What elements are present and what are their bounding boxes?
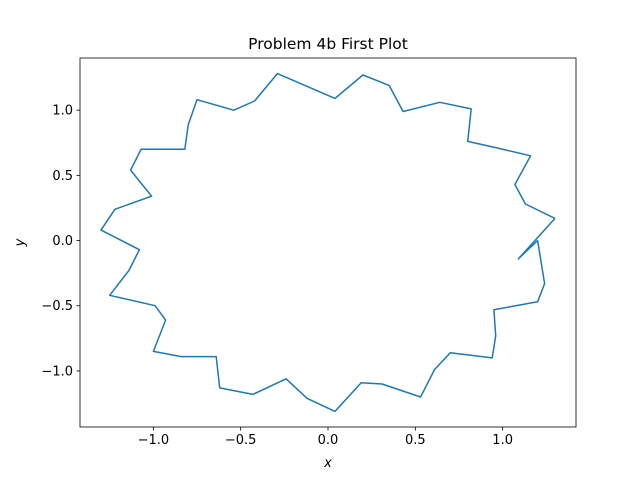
y-axis-ticks: −1.0 −0.5 0.0 0.5 1.0 (41, 104, 80, 379)
y-tick-label: −1.0 (41, 364, 73, 379)
y-tick-label: −0.5 (41, 299, 73, 314)
series-line-0 (100, 72, 556, 413)
x-axis-label: x (323, 456, 332, 471)
x-tick-label: −1.0 (138, 433, 170, 448)
x-tick-label: 1.0 (492, 433, 513, 448)
x-axis-ticks: −1.0 −0.5 0.0 0.5 1.0 (138, 427, 513, 448)
x-tick-label: −0.5 (225, 433, 257, 448)
plot-area (100, 72, 556, 413)
y-tick-label: 1.0 (52, 104, 73, 119)
y-tick-label: 0.0 (52, 234, 73, 249)
x-tick-label: 0.0 (318, 433, 339, 448)
y-axis-label: y (13, 238, 28, 247)
x-tick-label: 0.5 (405, 433, 426, 448)
chart-title: Problem 4b First Plot (248, 35, 408, 53)
y-tick-label: 0.5 (52, 169, 73, 184)
